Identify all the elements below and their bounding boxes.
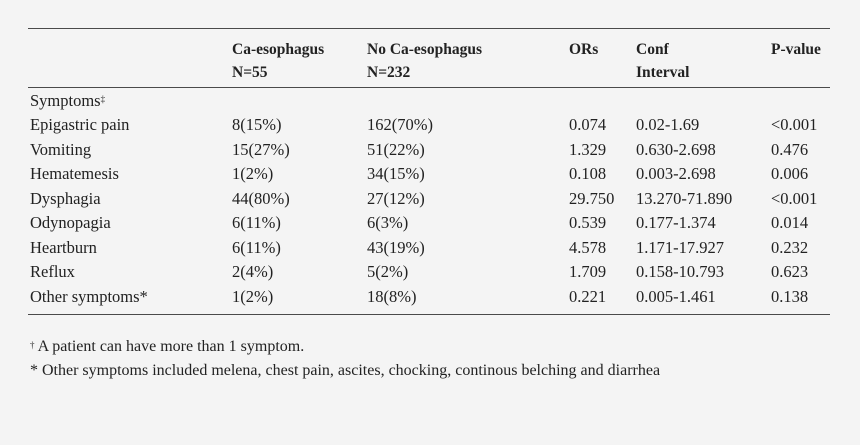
cell-or: 0.074 — [569, 115, 607, 134]
cell-p-value: <0.001 — [771, 188, 818, 208]
cell-symptom: Odynopagia — [30, 213, 111, 232]
cell-conf-interval: 0.003-2.698 — [636, 164, 716, 183]
cell-p-value: 0.006 — [771, 164, 809, 183]
cell-conf-interval: 1.171-17.927 — [636, 237, 724, 257]
footnote-2: * Other symptoms included melena, chest … — [30, 362, 661, 379]
cell-or: 0.108 — [569, 164, 607, 183]
cell-ca-esophagus: 2(4%) — [232, 262, 274, 281]
section-label-text: Symptoms — [30, 91, 101, 110]
cell-no-ca-esophagus: 34(15%) — [367, 164, 425, 183]
cell-or: 0.221 — [569, 286, 607, 306]
cell-ca-esophagus: 1(2%) — [232, 164, 274, 183]
cell-ca-esophagus: 15(27%) — [232, 139, 290, 159]
table-bottom-rule — [28, 314, 830, 315]
footnote-1-text: A patient can have more than 1 symptom. — [34, 338, 305, 355]
section-label-mark: ‡ — [100, 94, 106, 104]
cell-or: 29.750 — [569, 188, 615, 208]
header-no-ca-esophagus: No Ca-esophagus — [367, 41, 482, 58]
cell-conf-interval: 0.02-1.69 — [636, 115, 700, 134]
cell-conf-interval: 13.270-71.890 — [636, 188, 733, 208]
cell-no-ca-esophagus: 5(2%) — [367, 262, 409, 281]
cell-no-ca-esophagus: 27(12%) — [367, 188, 425, 208]
header-ca-esophagus: Ca-esophagus — [232, 41, 325, 58]
cell-conf-interval: 0.177-1.374 — [636, 213, 716, 232]
cell-no-ca-esophagus: 162(70%) — [367, 115, 433, 134]
cell-symptom: Epigastric pain — [30, 115, 130, 134]
cell-no-ca-esophagus: 43(19%) — [367, 237, 425, 257]
table-top-rule — [28, 28, 830, 29]
footnote-1: † A patient can have more than 1 symptom… — [30, 337, 304, 357]
cell-ca-esophagus: 8(15%) — [232, 115, 282, 134]
cell-p-value: 0.476 — [771, 139, 809, 159]
cell-no-ca-esophagus: 6(3%) — [367, 213, 409, 232]
cell-symptom: Hematemesis — [30, 164, 119, 183]
cell-no-ca-esophagus: 18(8%) — [367, 286, 417, 306]
header-ors: ORs — [569, 41, 599, 58]
cell-p-value: <0.001 — [771, 115, 818, 134]
cell-or: 4.578 — [569, 237, 607, 257]
cell-p-value: 0.014 — [771, 213, 809, 232]
cell-ca-esophagus: 44(80%) — [232, 188, 290, 208]
cell-ca-esophagus: 1(2%) — [232, 286, 274, 306]
header-conf: Conf — [636, 41, 669, 58]
header-interval: Interval — [636, 64, 690, 81]
cell-or: 0.539 — [569, 213, 607, 232]
section-label-symptoms: Symptoms‡ — [30, 91, 105, 111]
cell-conf-interval: 0.158-10.793 — [636, 262, 724, 281]
cell-symptom: Dysphagia — [30, 188, 101, 208]
cell-symptom: Other symptoms* — [30, 286, 148, 306]
header-p-value: P-value — [771, 41, 821, 58]
cell-no-ca-esophagus: 51(22%) — [367, 139, 425, 159]
table-header-rule — [28, 87, 830, 88]
cell-p-value: 0.138 — [771, 286, 809, 306]
header-ca-esophagus-n: N=55 — [232, 64, 268, 81]
cell-ca-esophagus: 6(11%) — [232, 213, 281, 232]
cell-symptom: Vomiting — [30, 139, 92, 159]
header-no-ca-esophagus-n: N=232 — [367, 64, 411, 81]
cell-conf-interval: 0.005-1.461 — [636, 286, 716, 306]
footnote-1-mark: † — [30, 340, 35, 350]
cell-ca-esophagus: 6(11%) — [232, 237, 281, 257]
cell-p-value: 0.232 — [771, 237, 809, 257]
cell-symptom: Reflux — [30, 262, 75, 281]
cell-or: 1.329 — [569, 139, 607, 159]
cell-symptom: Heartburn — [30, 237, 97, 257]
cell-p-value: 0.623 — [771, 262, 809, 281]
cell-conf-interval: 0.630-2.698 — [636, 139, 716, 159]
cell-or: 1.709 — [569, 262, 607, 281]
